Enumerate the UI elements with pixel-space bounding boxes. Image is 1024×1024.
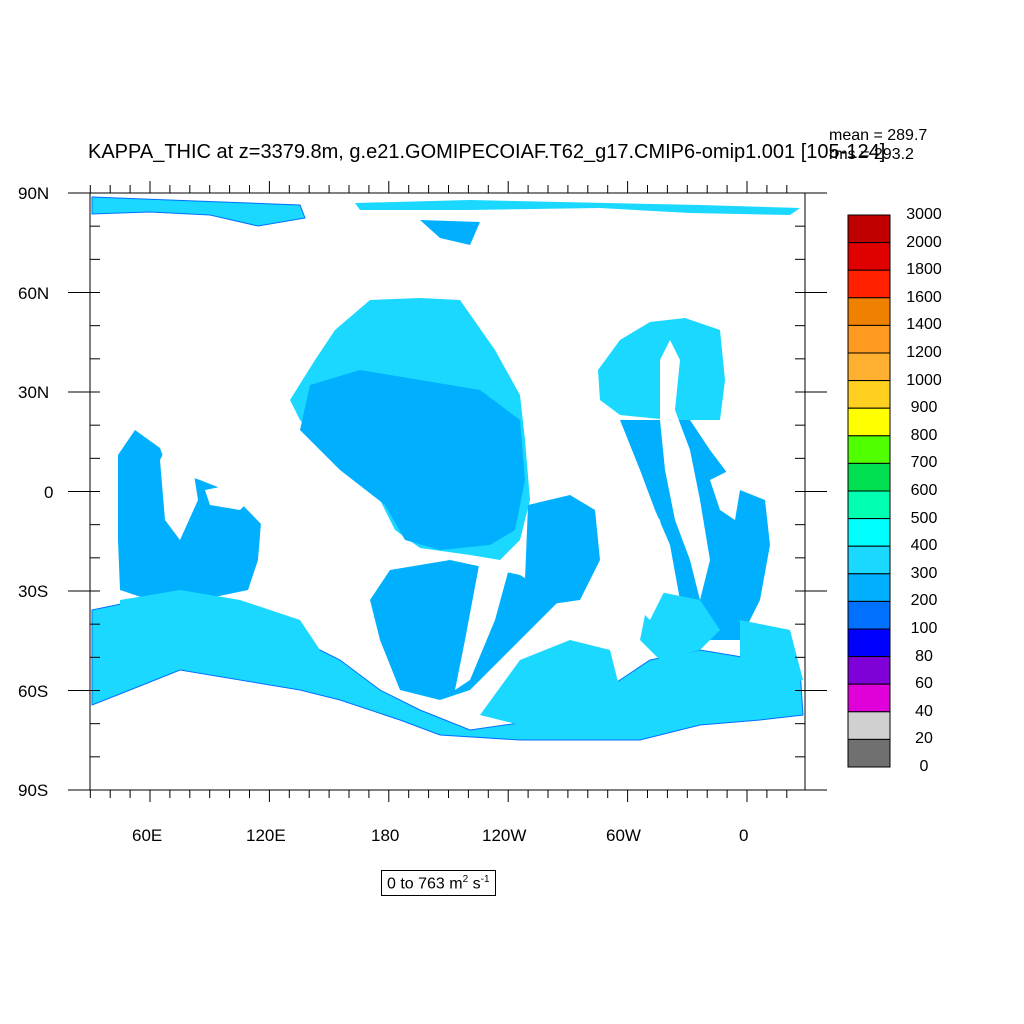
arctic-ocean xyxy=(91,196,306,227)
colorbar-box xyxy=(847,352,891,382)
rms-stat: rms = 293.2 xyxy=(829,146,914,163)
africa-land xyxy=(710,470,740,520)
colorbar-level-label: 100 xyxy=(910,620,938,637)
colorbar-box xyxy=(847,380,891,409)
lat-label-90s: 90S xyxy=(18,781,49,800)
colorbar-box xyxy=(847,324,891,354)
lon-label-0: 0 xyxy=(739,826,749,845)
colorbar-box xyxy=(847,214,891,244)
colorbar-level-label: 1400 xyxy=(906,316,942,334)
colorbar-level-label: 60 xyxy=(915,675,933,693)
colorbar-level-label: 20 xyxy=(915,730,933,748)
arctic-ocean-east xyxy=(420,220,480,245)
arctic-ocean-north xyxy=(355,200,800,215)
south-pacific-basin xyxy=(480,640,620,725)
pacific-ocean-east xyxy=(525,495,600,605)
colorbar-box xyxy=(847,656,891,685)
colorbar-level-label: 700 xyxy=(910,454,938,472)
colorbar-box xyxy=(847,573,891,602)
lon-label-60w: 60W xyxy=(606,826,641,845)
colorbar-box xyxy=(847,435,891,464)
lon-label-180: 180 xyxy=(371,826,400,845)
colorbar-box xyxy=(847,518,891,547)
ridge-east-pacific xyxy=(455,560,510,690)
colorbar-box xyxy=(847,711,891,740)
india-land xyxy=(160,440,198,540)
antarctica-land xyxy=(90,750,805,790)
ocean-field xyxy=(90,196,805,790)
colorbar-box xyxy=(847,462,891,492)
colorbar-box xyxy=(847,407,891,437)
colorbar-box xyxy=(847,242,891,271)
lat-label-eq: 0 xyxy=(44,483,54,502)
colorbar-level-label: 400 xyxy=(910,537,938,555)
indian-south-basin xyxy=(120,590,320,660)
mid-atlantic-ridge xyxy=(660,340,710,600)
colorbar-level-label: 600 xyxy=(910,482,938,499)
south-america-land xyxy=(600,470,670,620)
colorbar-box xyxy=(847,490,891,520)
colorbar-level-label: 40 xyxy=(915,702,933,720)
colorbar-box xyxy=(847,683,891,713)
lat-label-60n: 60N xyxy=(18,284,50,303)
colorbar-level-label: 1200 xyxy=(906,344,942,361)
pacific-ocean-central xyxy=(300,370,525,550)
lon-label-120e: 120E xyxy=(246,826,286,845)
new-zealand-land xyxy=(342,590,370,660)
colorbar-level-label: 900 xyxy=(910,399,938,417)
colorbar-box xyxy=(847,297,891,326)
colorbar-level-label: 500 xyxy=(910,509,938,527)
colorbar-level-label: 0 xyxy=(919,758,929,775)
mean-stat: mean = 289.7 xyxy=(829,127,928,144)
lat-label-30s: 30S xyxy=(18,582,49,601)
colorbar-level-label: 1600 xyxy=(906,288,942,306)
colorbar-box xyxy=(847,628,891,658)
colorbar-level-label: 3000 xyxy=(906,206,942,223)
plot-title: KAPPA_THIC at z=3379.8m, g.e21.GOMIPECOI… xyxy=(88,141,886,163)
axis-ticks xyxy=(68,181,827,802)
colorbar-level-label: 80 xyxy=(915,647,933,665)
scotia-basin xyxy=(740,620,803,690)
colorbar xyxy=(847,214,891,768)
colorbar-box xyxy=(847,269,891,299)
lat-label-90n: 90N xyxy=(18,184,50,203)
colorbar-level-label: 1800 xyxy=(906,261,942,279)
colorbar-box xyxy=(847,738,891,768)
australia-land xyxy=(258,500,345,600)
lon-label-60e: 60E xyxy=(132,826,163,845)
colorbar-level-label: 200 xyxy=(910,592,938,610)
colorbar-level-label: 300 xyxy=(910,564,938,582)
southern-ocean-deep xyxy=(370,560,560,700)
colorbar-box xyxy=(847,545,891,575)
atlantic-south-basin xyxy=(640,590,720,660)
lon-label-120w: 120W xyxy=(482,826,527,845)
lat-label-60s: 60S xyxy=(18,682,49,701)
range-label: 0 to 763 m2 s-1 xyxy=(381,870,496,897)
indonesia-land xyxy=(205,485,250,510)
colorbar-level-label: 2000 xyxy=(906,233,942,251)
lat-label-30n: 30N xyxy=(18,383,50,402)
colorbar-level-label: 1000 xyxy=(906,371,942,389)
colorbar-level-label: 800 xyxy=(910,426,938,444)
colorbar-box xyxy=(847,600,891,630)
